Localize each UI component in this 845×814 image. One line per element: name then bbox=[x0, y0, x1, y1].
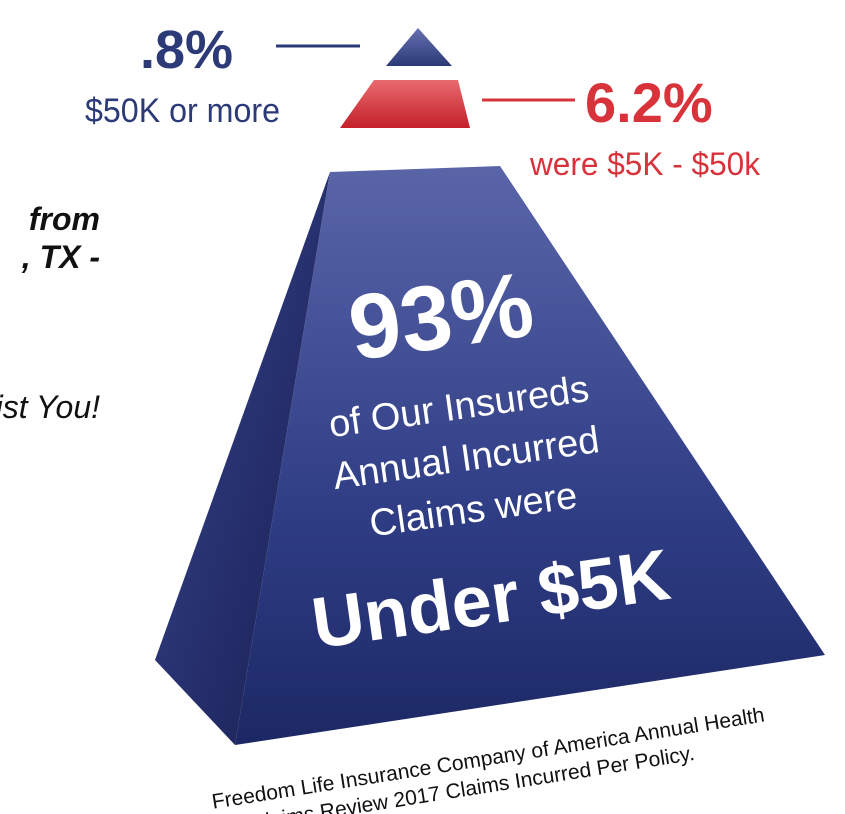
middle-tier-shape bbox=[340, 80, 470, 128]
top-tier-percent: .8% bbox=[140, 20, 233, 80]
middle-tier-percent: 6.2% bbox=[585, 71, 713, 134]
infographic: from , TX - ist You! .8% $50K or more 6.… bbox=[0, 0, 845, 814]
cropped-line: from bbox=[29, 201, 100, 237]
top-tier-label: $50K or more bbox=[85, 92, 280, 130]
cropped-text: from , TX - ist You! bbox=[0, 201, 100, 425]
cropped-line: ist You! bbox=[0, 389, 100, 425]
cropped-line: , TX - bbox=[21, 239, 100, 275]
top-tier-shape bbox=[386, 28, 452, 66]
middle-tier-label: were $5K - $50k bbox=[529, 146, 761, 182]
